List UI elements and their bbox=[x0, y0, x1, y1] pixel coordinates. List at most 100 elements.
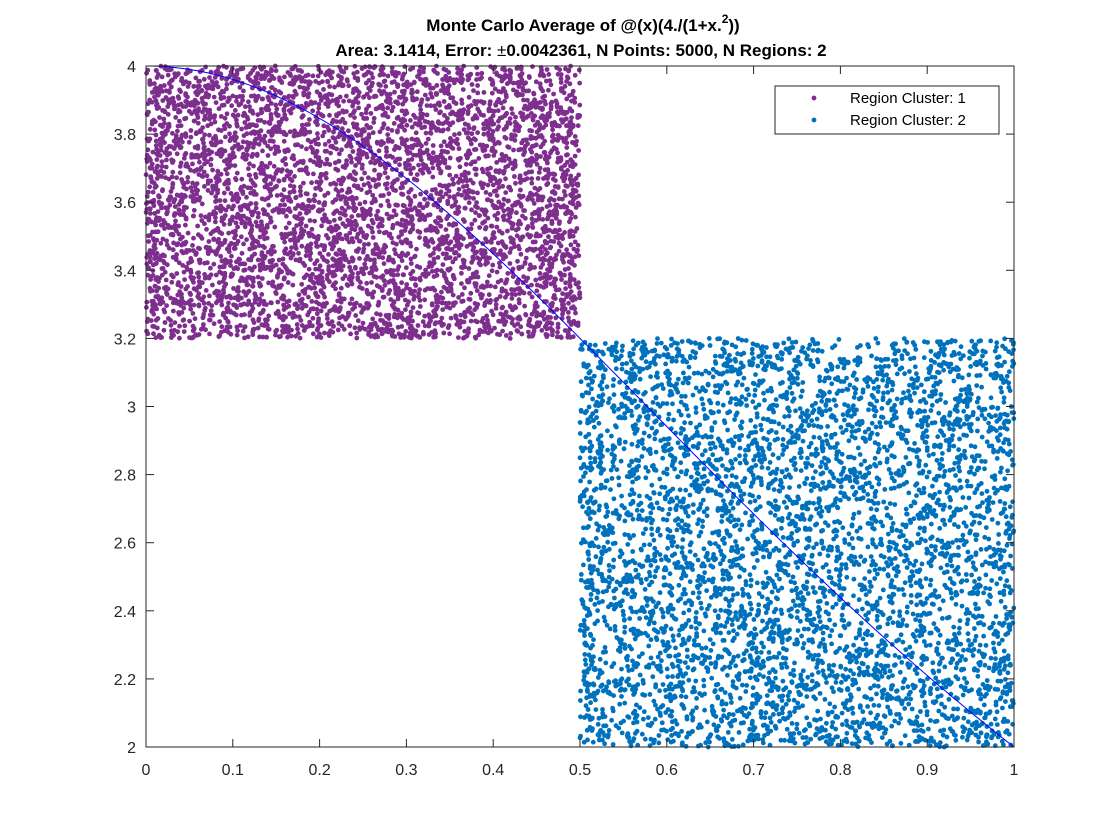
scatter-point bbox=[366, 125, 371, 131]
scatter-point bbox=[297, 211, 303, 217]
scatter-point bbox=[503, 294, 508, 300]
scatter-point bbox=[410, 90, 415, 95]
scatter-point bbox=[163, 175, 168, 181]
scatter-point bbox=[289, 178, 295, 184]
scatter-point bbox=[529, 294, 535, 300]
scatter-point bbox=[567, 234, 573, 240]
scatter-point bbox=[505, 163, 511, 169]
scatter-point bbox=[371, 115, 377, 121]
scatter-point bbox=[381, 261, 387, 266]
scatter-point bbox=[438, 223, 444, 229]
scatter-point bbox=[473, 172, 479, 178]
scatter-point bbox=[369, 324, 374, 330]
scatter-point bbox=[487, 99, 493, 104]
scatter-point bbox=[400, 272, 406, 278]
scatter-point bbox=[210, 136, 216, 141]
scatter-point bbox=[455, 156, 461, 162]
scatter-point bbox=[206, 92, 212, 98]
scatter-point bbox=[204, 244, 209, 250]
scatter-point bbox=[422, 196, 427, 202]
scatter-point bbox=[346, 276, 352, 282]
scatter-point bbox=[473, 101, 479, 107]
scatter-point bbox=[233, 232, 239, 238]
scatter-point bbox=[183, 216, 189, 222]
scatter-point bbox=[245, 75, 251, 81]
scatter-point bbox=[403, 265, 409, 271]
scatter-point bbox=[567, 284, 573, 289]
scatter-point bbox=[298, 192, 304, 198]
scatter-point bbox=[198, 234, 204, 239]
scatter-point bbox=[422, 237, 428, 243]
scatter-point bbox=[219, 103, 225, 108]
scatter-point bbox=[222, 284, 227, 289]
scatter-point bbox=[349, 281, 355, 287]
scatter-point bbox=[147, 165, 153, 171]
scatter-point bbox=[375, 140, 380, 146]
scatter-point bbox=[572, 72, 578, 78]
scatter-point bbox=[313, 275, 319, 280]
scatter-point bbox=[428, 318, 433, 324]
scatter-point bbox=[452, 250, 457, 256]
scatter-point bbox=[572, 239, 578, 245]
scatter-point bbox=[301, 180, 306, 186]
scatter-point bbox=[222, 198, 228, 204]
scatter-point bbox=[414, 208, 420, 214]
scatter-point bbox=[539, 249, 544, 255]
scatter-point bbox=[423, 274, 429, 279]
scatter-point bbox=[199, 88, 204, 94]
scatter-point bbox=[364, 154, 370, 160]
scatter-point bbox=[256, 318, 261, 323]
scatter-point bbox=[199, 201, 205, 207]
scatter-point bbox=[530, 117, 536, 123]
scatter-point bbox=[440, 307, 446, 312]
scatter-point bbox=[512, 133, 518, 138]
scatter-point bbox=[328, 150, 333, 156]
scatter-point bbox=[154, 260, 159, 266]
scatter-point bbox=[188, 128, 194, 133]
scatter-point bbox=[343, 201, 349, 207]
scatter-point bbox=[330, 307, 335, 312]
scatter-point bbox=[478, 99, 484, 104]
scatter-point bbox=[160, 98, 166, 103]
scatter-point bbox=[481, 113, 486, 118]
scatter-point bbox=[159, 205, 164, 211]
scatter-point bbox=[502, 113, 508, 119]
scatter-point bbox=[430, 150, 436, 156]
scatter-point bbox=[520, 87, 526, 93]
scatter-point bbox=[359, 213, 365, 218]
scatter-point bbox=[553, 98, 559, 104]
scatter-point bbox=[325, 235, 331, 241]
scatter-point bbox=[518, 324, 524, 330]
scatter-point bbox=[572, 229, 578, 235]
scatter-point bbox=[276, 148, 282, 154]
scatter-point bbox=[169, 272, 175, 278]
scatter-point bbox=[456, 146, 462, 152]
scatter-point bbox=[515, 321, 521, 327]
scatter-point bbox=[291, 105, 296, 110]
scatter-point bbox=[298, 184, 303, 190]
scatter-point bbox=[224, 121, 230, 126]
scatter-point bbox=[527, 316, 533, 322]
scatter-point bbox=[327, 84, 332, 89]
scatter-point bbox=[309, 180, 314, 186]
scatter-point bbox=[371, 120, 377, 125]
scatter-point bbox=[306, 309, 312, 315]
scatter-point bbox=[337, 235, 343, 241]
scatter-point bbox=[452, 132, 457, 138]
scatter-point bbox=[214, 249, 219, 255]
scatter-point bbox=[425, 201, 430, 206]
scatter-point bbox=[208, 156, 214, 162]
scatter-point bbox=[311, 171, 316, 177]
scatter-point bbox=[460, 265, 465, 271]
scatter-point bbox=[548, 281, 554, 287]
scatter-point bbox=[168, 224, 174, 230]
scatter-point bbox=[275, 299, 281, 305]
scatter-point bbox=[484, 324, 490, 330]
scatter-point bbox=[493, 102, 498, 107]
scatter-point bbox=[495, 279, 501, 285]
scatter-point bbox=[221, 89, 227, 95]
scatter-point bbox=[195, 120, 201, 126]
scatter-point bbox=[342, 165, 348, 171]
scatter-point bbox=[146, 239, 152, 244]
scatter-point bbox=[154, 306, 160, 312]
